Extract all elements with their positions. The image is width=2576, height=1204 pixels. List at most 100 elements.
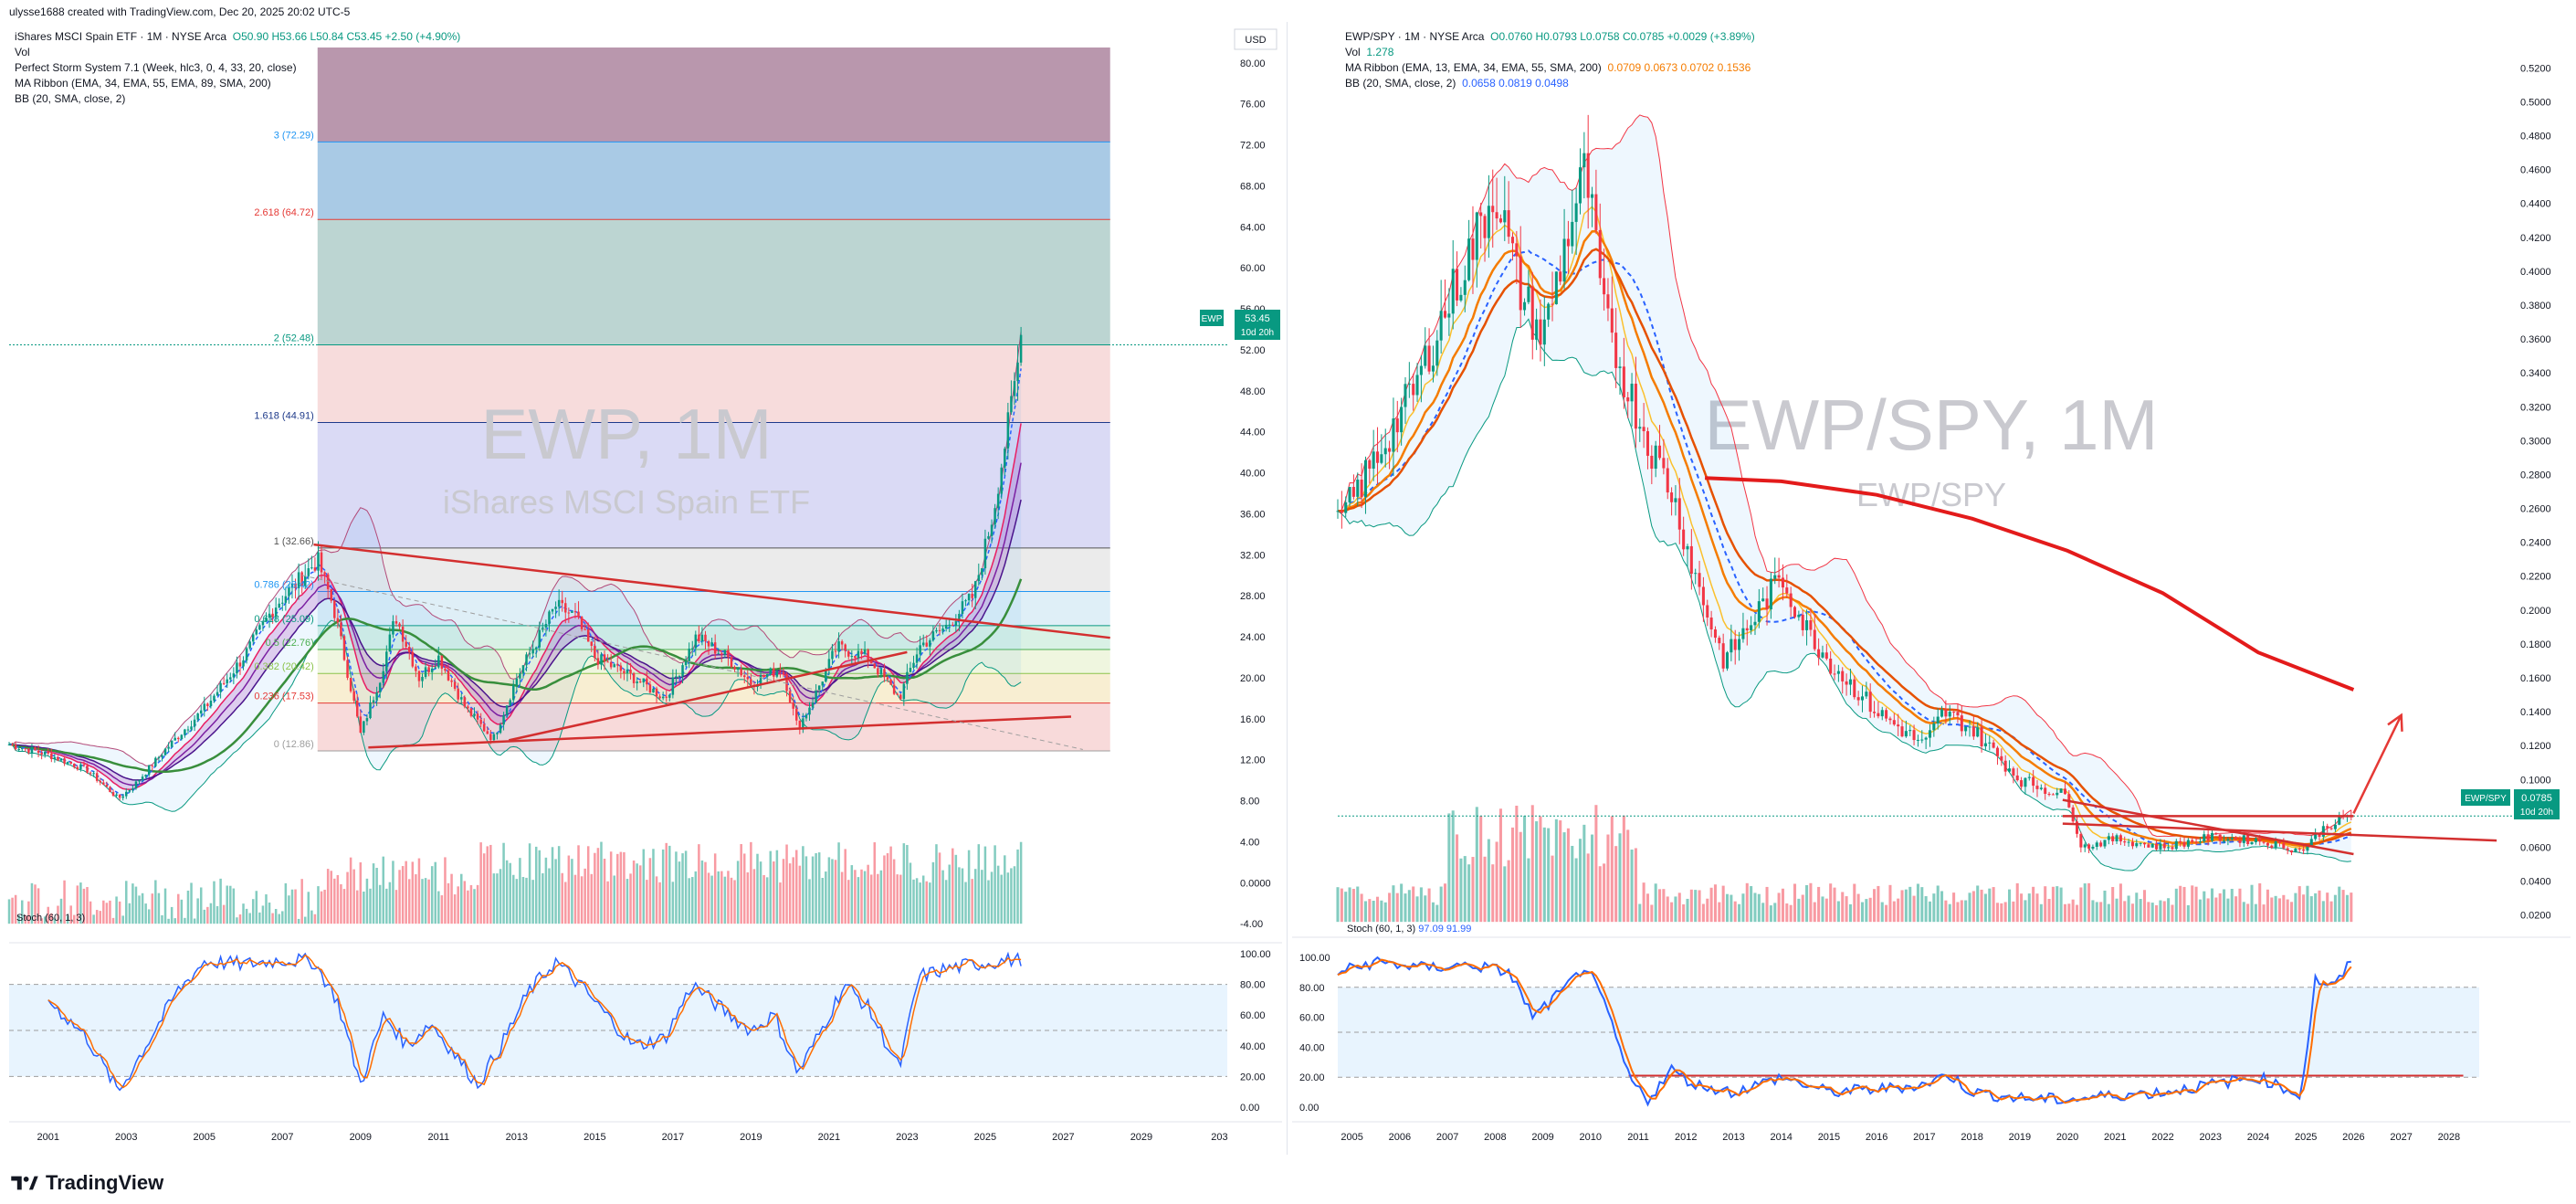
legend-vol[interactable]: Vol [15, 46, 30, 58]
volume-bar [698, 844, 700, 924]
price-tick-label: 0.0000 [1240, 878, 1271, 889]
candle-body [623, 671, 626, 674]
volume-bar [427, 879, 430, 924]
tradingview-logo[interactable]: TradingView [11, 1169, 163, 1197]
volume-bar [365, 878, 369, 924]
price-tag-value: 0.0785 [2521, 793, 2552, 804]
volume-bar [1824, 898, 1828, 923]
candle-body [557, 599, 561, 607]
candle-body [1721, 643, 1725, 669]
volume-bar [586, 846, 590, 924]
legend-vol[interactable]: Vol 1.278 [1345, 46, 1394, 58]
candle-body [34, 747, 37, 751]
legend-symbol-line[interactable]: iShares MSCI Spain ETF · 1M · NYSE Arca … [15, 30, 461, 43]
candle-body [713, 642, 717, 654]
candle-body [1829, 659, 1833, 674]
candle-body [554, 607, 557, 609]
volume-bar [717, 871, 720, 924]
volume-bar [63, 880, 66, 924]
left-chart-svg[interactable]: EWP, 1M iShares MSCI Spain ETF 3 (72.29)… [5, 22, 1282, 1155]
volume-bar [1801, 894, 1804, 923]
trendlines[interactable] [301, 543, 1110, 750]
candle-body [128, 790, 131, 792]
fib-label: 1.618 (44.91) [254, 410, 313, 421]
candle-body [971, 593, 973, 598]
legend-indicator-2[interactable]: MA Ribbon (EMA, 34, EMA, 55, EMA, 89, SM… [15, 77, 271, 90]
time-tick-label: 2013 [1722, 1132, 1744, 1143]
candle-body [440, 655, 444, 670]
ma-ribbon [8, 368, 1023, 797]
volume-bar [681, 853, 684, 924]
volume-bar [2203, 891, 2206, 923]
right-chart-svg[interactable]: EWP/SPY, 1M EWP/SPY 0.52000.50000.48000.… [1292, 22, 2571, 1155]
volume-bar [1630, 850, 1634, 923]
trendline [2062, 822, 2497, 842]
price-axis[interactable]: 0.5200 0.5000 0.4800 0.4600 0.4400 0.4200 0.40… [2520, 63, 2551, 921]
candle-body [1765, 598, 1769, 610]
volume-bar [2171, 904, 2174, 923]
volume-bar [2035, 893, 2039, 923]
volume-bar [837, 842, 840, 924]
candle-body [2274, 841, 2277, 848]
volume-bar [811, 856, 815, 924]
candle-body [1642, 427, 1645, 432]
volume-bar [967, 850, 971, 924]
time-axis[interactable]: 2001 2003 2005 2007 2009 2011 2013 2015 2017 2019… [9, 1121, 1282, 1143]
volume-bar [76, 885, 79, 924]
candle-body [551, 608, 554, 612]
candle-body [134, 781, 138, 789]
volume-bar [1821, 896, 1824, 923]
candle-body [1348, 487, 1351, 502]
volume-bar [469, 884, 473, 924]
volume-bar [733, 880, 736, 924]
candle-body [762, 675, 765, 678]
candle-body [24, 748, 27, 750]
legend-indicator-1[interactable]: MA Ribbon (EMA, 13, EMA, 34, EMA, 55, SM… [1345, 61, 1751, 74]
candle-body [1940, 709, 1944, 717]
candle-body [1435, 340, 1439, 366]
volume-bar [847, 880, 850, 924]
stoch-pane[interactable]: 100.00 80.00 60.00 40.00 20.00 0.00 [9, 942, 1282, 1114]
candle-body [1741, 628, 1745, 639]
candle-body [333, 600, 336, 618]
candle-body [1873, 712, 1877, 713]
volume-bar [310, 910, 313, 924]
trendlines[interactable] [1338, 713, 2516, 856]
time-tick-label: 2025 [2295, 1132, 2317, 1143]
candle-body [534, 647, 538, 650]
candle-body [684, 661, 688, 666]
legend-indicator-1[interactable]: Perfect Storm System 7.1 (Week, hlc3, 0,… [15, 61, 297, 74]
legend-indicator-2[interactable]: BB (20, SMA, close, 2) 0.0658 0.0819 0.0… [1345, 77, 1569, 90]
candle-body [863, 650, 867, 654]
volume-bar [1960, 900, 1963, 923]
legend-symbol-line[interactable]: EWP/SPY · 1M · NYSE Arca O0.0760 H0.0793… [1345, 30, 1755, 43]
price-axis[interactable]: 80.0076.0072.0068.0064.0060.0056.0052.00… [1240, 58, 1271, 930]
candle-body [369, 702, 372, 719]
volume-bar [2167, 898, 2171, 923]
right-chart-panel[interactable]: EWP/SPY, 1M EWP/SPY 0.5200 0.5000 0.4800 0.… [1292, 22, 2571, 1155]
candle-body [190, 726, 193, 730]
stoch-tick-label: 40.00 [1299, 1042, 1325, 1053]
candle-body [1797, 614, 1801, 618]
legend-indicator-3[interactable]: BB (20, SMA, close, 2) [15, 92, 126, 105]
candle-body [840, 641, 844, 645]
price-tick-label: 0.4000 [2520, 267, 2551, 278]
candle-body [1603, 278, 1606, 295]
left-legend: iShares MSCI Spain ETF · 1M · NYSE Arca … [15, 29, 460, 107]
volume-bar [199, 887, 203, 924]
currency-box[interactable]: USD [1234, 28, 1277, 50]
volume-bar [1498, 808, 1502, 923]
volume-bar [1916, 883, 1919, 923]
candle-body [1407, 384, 1411, 385]
stoch-tick-label: 0.00 [1240, 1103, 1259, 1114]
time-tick-label: 2021 [818, 1132, 840, 1143]
time-axis[interactable]: 2005 2006 2007 2008 2009 2010 2011 2012 2013 2014… [1292, 1121, 2571, 1143]
left-chart-panel[interactable]: EWP, 1M iShares MSCI Spain ETF 3 (72.29)… [5, 22, 1282, 1155]
stoch-pane[interactable]: 100.00 80.00 60.00 40.00 20.00 0.00 [1292, 936, 2571, 1114]
volume-bar [1424, 895, 1427, 923]
candle-body [2277, 841, 2282, 843]
volume-bar [929, 882, 931, 924]
candle-body [1658, 445, 1662, 459]
candle-body [1824, 652, 1828, 660]
volume-bar [79, 882, 82, 924]
